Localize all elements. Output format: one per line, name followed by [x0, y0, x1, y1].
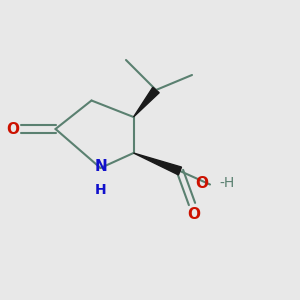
- Text: H: H: [95, 184, 106, 197]
- Text: O: O: [196, 176, 208, 190]
- Text: O: O: [7, 122, 20, 136]
- Text: -H: -H: [219, 176, 234, 190]
- Polygon shape: [134, 87, 159, 117]
- Text: O: O: [187, 207, 200, 222]
- Polygon shape: [134, 153, 182, 175]
- Text: N: N: [94, 159, 107, 174]
